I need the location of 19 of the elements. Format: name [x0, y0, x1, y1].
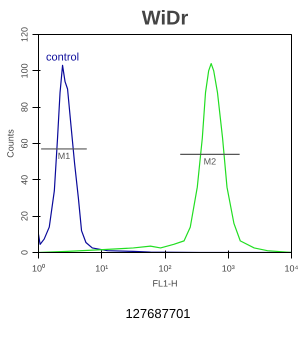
y-tick-label: 60 [20, 138, 30, 149]
y-tick-label: 80 [20, 102, 30, 112]
x-tick-label: 10³ [222, 264, 235, 274]
y-tick-label: 0 [20, 250, 30, 256]
y-tick-label: 40 [20, 174, 30, 185]
y-tick-label: 20 [20, 211, 30, 222]
y-tick-label: 120 [20, 26, 30, 42]
x-tick-label: 10⁴ [284, 264, 299, 274]
y-axis-title: Counts [6, 128, 16, 158]
x-tick-label: 10² [158, 264, 172, 274]
x-tick-label: 10¹ [95, 264, 108, 274]
series-label: M2 [204, 156, 216, 166]
x-tick-label: 10⁰ [32, 264, 46, 274]
y-tick-label: 100 [20, 63, 30, 78]
series-label: control [46, 51, 80, 64]
chart-title: WiDr [142, 8, 188, 30]
text: 127687701 [125, 305, 191, 323]
series-label: M1 [58, 150, 70, 161]
x-axis-title: FL1-H [152, 278, 178, 288]
